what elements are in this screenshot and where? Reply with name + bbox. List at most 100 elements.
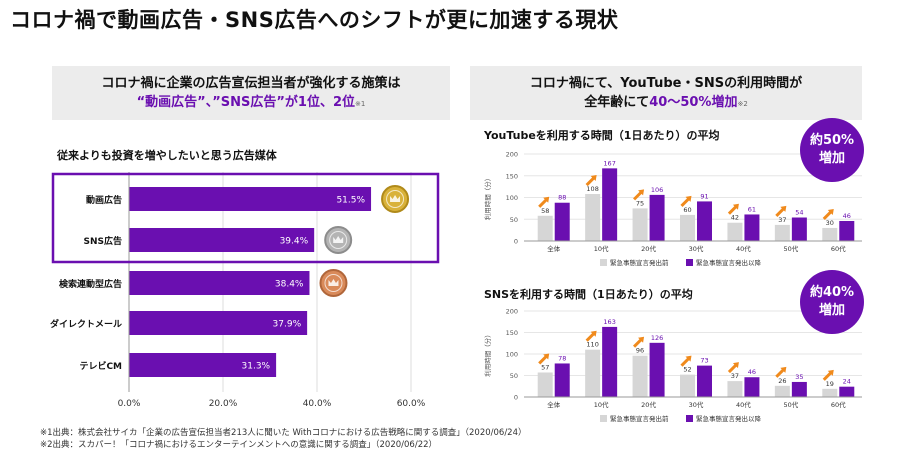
sns-bar-before — [632, 355, 648, 397]
youtube-category-label: 全体 — [547, 244, 561, 253]
sns-bar-before — [774, 385, 790, 397]
hbar-category-label: テレビCM — [79, 360, 122, 372]
hbar-value-label: 37.9% — [273, 320, 302, 330]
sns-bar-before — [537, 372, 553, 397]
sns-bar-after — [744, 377, 760, 397]
badge-sns-line1: 約40% — [809, 285, 855, 300]
youtube-bar-after — [791, 217, 807, 241]
hbar-bar — [129, 353, 277, 377]
sns-category-label: 60代 — [831, 400, 846, 409]
youtube-value-before: 108 — [586, 185, 598, 193]
arrow-head-icon — [732, 203, 739, 210]
arrow-head-icon — [780, 205, 787, 212]
arrow-head-icon — [780, 366, 787, 373]
youtube-bar-before — [585, 194, 601, 241]
sns-category-label: 40代 — [736, 400, 751, 409]
crown-icon — [328, 279, 339, 286]
arrow-head-icon — [638, 336, 645, 343]
left-header-line1: コロナ禍に企業の広告宣伝担当者が強化する施策は — [101, 76, 401, 91]
youtube-bar-before — [727, 222, 743, 241]
arrow-head-icon — [590, 330, 597, 337]
right-header-note: ※2 — [737, 100, 748, 108]
hbar-bar — [129, 311, 308, 335]
badge-sns-line2: 増加 — [818, 303, 845, 318]
youtube-value-before: 75 — [636, 199, 644, 207]
youtube-bar-before — [822, 227, 838, 241]
sns-ytick-label: 50 — [510, 372, 518, 380]
left-header-note: ※1 — [355, 100, 366, 108]
sns-value-after: 73 — [700, 357, 708, 365]
hbar-bar — [129, 271, 310, 295]
sns-value-before: 110 — [586, 341, 598, 349]
youtube-category-label: 10代 — [594, 244, 609, 253]
youtube-legend-after: 緊急事態宣言発出以降 — [696, 258, 762, 267]
youtube-legend-swatch-before — [600, 259, 607, 266]
sns-value-after: 35 — [795, 373, 803, 381]
hbar-value-label: 39.4% — [280, 237, 309, 247]
arrow-head-icon — [685, 195, 692, 202]
sns-value-before: 57 — [541, 363, 549, 371]
youtube-value-after: 167 — [603, 159, 615, 167]
sns-ylabel: 利用時間（分） — [483, 331, 492, 377]
youtube-chart-title: YouTubeを利用する時間（1日あたり）の平均 — [483, 128, 719, 142]
sns-bar-before — [585, 349, 601, 397]
sns-bar-after — [649, 342, 665, 397]
arrow-head-icon — [732, 362, 739, 369]
hbar-xtick-label: 60.0% — [397, 399, 426, 409]
youtube-category-label: 30代 — [689, 244, 704, 253]
right-header-line1: コロナ禍にて、YouTube・SNSの利用時間が — [529, 76, 803, 91]
youtube-value-before: 37 — [778, 216, 786, 224]
youtube-bar-after — [697, 201, 712, 241]
sns-legend-swatch-before — [600, 415, 607, 422]
crown-icon — [333, 236, 344, 243]
sns-value-before: 52 — [683, 366, 691, 374]
sns-chart-title: SNSを利用する時間（1日あたり）の平均 — [484, 287, 693, 301]
sns-legend-before: 緊急事態宣言発出前 — [610, 414, 669, 423]
hbar-value-label: 31.3% — [242, 362, 271, 372]
badge-youtube-line1: 約50% — [809, 133, 855, 148]
sns-ytick-label: 200 — [506, 308, 518, 316]
medal-inner-ring — [324, 274, 343, 292]
hbar-category-label: SNS広告 — [84, 235, 123, 247]
youtube-value-after: 46 — [843, 212, 851, 220]
sns-category-label: 20代 — [641, 400, 656, 409]
arrow-head-icon — [543, 196, 550, 203]
youtube-ytick-label: 100 — [506, 194, 518, 202]
sns-bar-before — [822, 388, 838, 397]
youtube-bar-after — [649, 194, 665, 241]
medal-inner-ring — [329, 231, 348, 249]
youtube-legend-swatch-after — [686, 259, 693, 266]
right-panel-header: コロナ禍にて、YouTube・SNSの利用時間が 全年齢にて40〜50%増加※2 — [470, 66, 862, 120]
hbar-chart-title: 従来よりも投資を増やしたいと思う広告媒体 — [56, 148, 278, 162]
youtube-category-label: 50代 — [783, 244, 798, 253]
youtube-value-before: 60 — [683, 206, 691, 214]
sns-value-after: 78 — [558, 354, 566, 362]
sns-bar-after — [697, 365, 712, 397]
right-header-line2a: 全年齢にて — [584, 95, 650, 110]
arrow-head-icon — [685, 355, 692, 362]
youtube-bar-before — [537, 215, 553, 241]
sns-legend-swatch-after — [686, 415, 693, 422]
hbar-value-label: 38.4% — [275, 280, 304, 290]
arrow-head-icon — [543, 353, 550, 360]
footnote-2: ※2出典：スカパー！「コロナ禍におけるエンターテインメントへの意識に関する調査」… — [40, 440, 438, 450]
sns-bar-after — [554, 363, 570, 397]
youtube-value-after: 61 — [748, 205, 756, 213]
hbar-category-label: ダイレクトメール — [50, 318, 122, 330]
youtube-ytick-label: 50 — [510, 216, 518, 224]
hbar-bar — [129, 187, 372, 211]
crown-icon — [390, 195, 401, 202]
youtube-ylabel: 利用時間（分） — [483, 175, 492, 221]
youtube-bar-after — [839, 220, 855, 241]
sns-value-before: 96 — [636, 347, 644, 355]
sns-value-before: 37 — [731, 372, 739, 380]
arrow-head-icon — [590, 175, 597, 182]
sns-category-label: 10代 — [594, 400, 609, 409]
sns-ytick-label: 150 — [506, 329, 518, 337]
youtube-legend-before: 緊急事態宣言発出前 — [610, 258, 669, 267]
sns-bar-after — [839, 386, 855, 397]
right-header-line2b: 40〜50%増加 — [649, 95, 738, 110]
sns-bar-before — [727, 381, 743, 397]
hbar-category-label: 検索連動型広告 — [59, 278, 122, 290]
